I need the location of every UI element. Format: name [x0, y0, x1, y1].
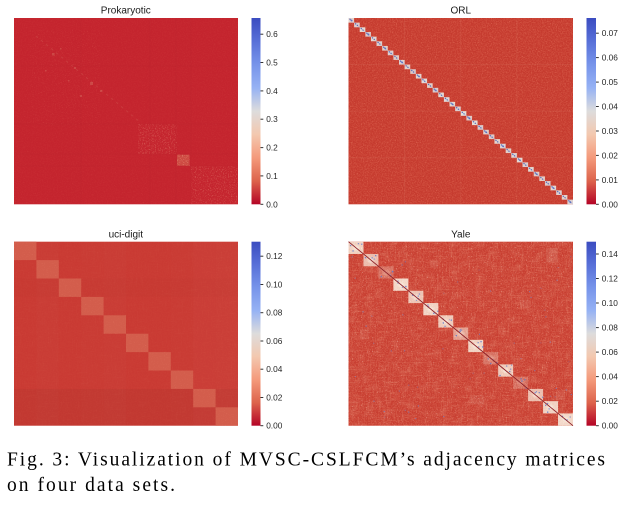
svg-text:ORL: ORL: [450, 6, 471, 17]
svg-text:0.00: 0.00: [266, 421, 283, 431]
svg-text:Prokaryotic: Prokaryotic: [101, 6, 151, 17]
svg-text:uci-digit: uci-digit: [109, 229, 144, 240]
svg-text:0.05: 0.05: [602, 77, 619, 87]
svg-text:0.06: 0.06: [602, 347, 619, 357]
svg-text:0.06: 0.06: [602, 53, 619, 63]
svg-text:0.08: 0.08: [602, 323, 619, 333]
svg-text:0.07: 0.07: [602, 28, 619, 38]
svg-text:on four data sets.: on four data sets.: [7, 475, 175, 496]
svg-text:0.4: 0.4: [266, 86, 278, 96]
svg-text:0.00: 0.00: [602, 421, 619, 431]
svg-text:0.14: 0.14: [602, 249, 619, 259]
svg-text:0.04: 0.04: [266, 364, 283, 374]
svg-text:0.1: 0.1: [266, 171, 278, 181]
svg-text:0.06: 0.06: [266, 336, 283, 346]
svg-text:0.0: 0.0: [266, 199, 278, 209]
svg-text:0.02: 0.02: [602, 150, 619, 160]
svg-text:0.3: 0.3: [266, 114, 278, 124]
svg-text:0.08: 0.08: [266, 308, 283, 318]
svg-text:0.00: 0.00: [602, 199, 619, 209]
svg-text:0.04: 0.04: [602, 102, 619, 112]
svg-text:0.2: 0.2: [266, 143, 278, 153]
svg-text:0.02: 0.02: [602, 396, 619, 406]
svg-text:0.12: 0.12: [602, 274, 619, 284]
svg-text:0.5: 0.5: [266, 58, 278, 68]
svg-text:0.04: 0.04: [602, 372, 619, 382]
svg-text:0.03: 0.03: [602, 126, 619, 136]
svg-text:0.01: 0.01: [602, 175, 619, 185]
svg-text:0.10: 0.10: [602, 298, 619, 308]
svg-text:0.12: 0.12: [266, 251, 283, 261]
svg-text:0.10: 0.10: [266, 280, 283, 290]
svg-text:Fig. 3: Visualization of MVSC-: Fig. 3: Visualization of MVSC-CSLFCM’s a…: [7, 450, 605, 471]
svg-text:0.6: 0.6: [266, 29, 278, 39]
svg-text:0.02: 0.02: [266, 393, 283, 403]
svg-text:Yale: Yale: [451, 229, 471, 240]
